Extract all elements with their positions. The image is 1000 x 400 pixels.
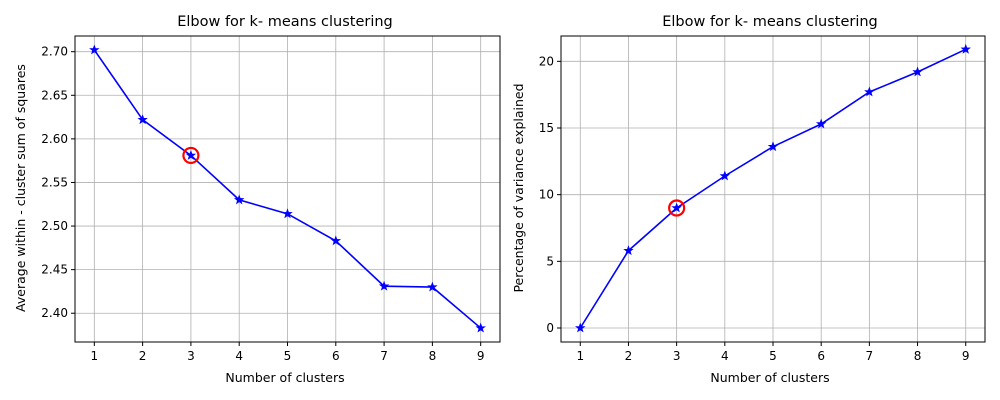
right-data-point [719, 170, 731, 181]
right-data-point [575, 322, 586, 333]
right-x-tick-label: 5 [769, 349, 777, 363]
right-x-tick-label: 8 [914, 349, 922, 363]
left-y-tick-label: 2.60 [41, 132, 68, 146]
left-elbow-chart: Elbow for k- means clustering Number of … [13, 14, 501, 385]
left-data-point [233, 194, 245, 205]
right-chart-title: Elbow for k- means clustering [662, 14, 878, 30]
right-y-tick-label: 0 [546, 321, 554, 335]
left-x-tick-label: 6 [332, 349, 340, 363]
right-y-tick-label: 10 [539, 188, 554, 202]
right-data-point [912, 66, 923, 77]
left-y-tick-label: 2.50 [41, 219, 68, 233]
left-y-tick-label: 2.70 [41, 45, 68, 59]
right-elbow-highlight-circle [668, 199, 686, 217]
right-x-tick-label: 7 [866, 349, 874, 363]
right-x-tick-label: 1 [576, 349, 584, 363]
left-y-tick-label: 2.45 [41, 263, 68, 277]
left-y-tick-label: 2.40 [41, 306, 68, 320]
left-x-tick-label: 7 [380, 349, 388, 363]
right-x-tick-label: 6 [817, 349, 825, 363]
right-y-tick-label: 5 [546, 254, 554, 268]
left-data-point [137, 114, 148, 125]
right-data-point [671, 202, 682, 213]
right-y-tick-label: 15 [539, 121, 554, 135]
left-data-point [427, 281, 438, 292]
left-x-tick-label: 8 [429, 349, 437, 363]
right-data-point [864, 86, 875, 97]
left-x-axis-label: Number of clusters [225, 370, 344, 385]
left-x-tick-label: 9 [477, 349, 485, 363]
left-x-tick-label: 3 [187, 349, 195, 363]
right-elbow-chart: Elbow for k- means clustering Number of … [511, 14, 986, 385]
left-y-axis-label: Average within - cluster sum of squares [13, 64, 28, 312]
left-x-tick-label: 4 [235, 349, 243, 363]
right-data-point [767, 141, 779, 152]
left-data-point [475, 322, 486, 333]
right-x-tick-label: 2 [625, 349, 633, 363]
right-x-tick-label: 9 [962, 349, 970, 363]
right-data-point [960, 43, 971, 54]
left-data-point [378, 280, 390, 291]
left-x-tick-label: 5 [284, 349, 292, 363]
right-x-tick-label: 4 [721, 349, 729, 363]
right-x-axis-label: Number of clusters [710, 370, 829, 385]
left-data-point [89, 44, 100, 55]
left-y-tick-label: 2.65 [41, 88, 68, 102]
left-x-tick-label: 2 [139, 349, 147, 363]
right-data-point [623, 245, 634, 256]
left-data-point [282, 208, 293, 219]
left-data-point [330, 235, 342, 246]
right-data-point [815, 118, 827, 129]
left-x-tick-label: 1 [90, 349, 98, 363]
left-y-tick-label: 2.55 [41, 175, 68, 189]
left-data-point [185, 149, 197, 160]
left-elbow-highlight-circle [182, 146, 200, 165]
left-plot-frame [74, 35, 501, 343]
right-plot-frame [560, 35, 986, 343]
left-chart-title: Elbow for k- means clustering [177, 14, 393, 30]
right-x-tick-label: 3 [673, 349, 681, 363]
right-y-tick-label: 20 [539, 54, 554, 68]
right-y-axis-label: Percentage of variance explained [511, 83, 526, 292]
